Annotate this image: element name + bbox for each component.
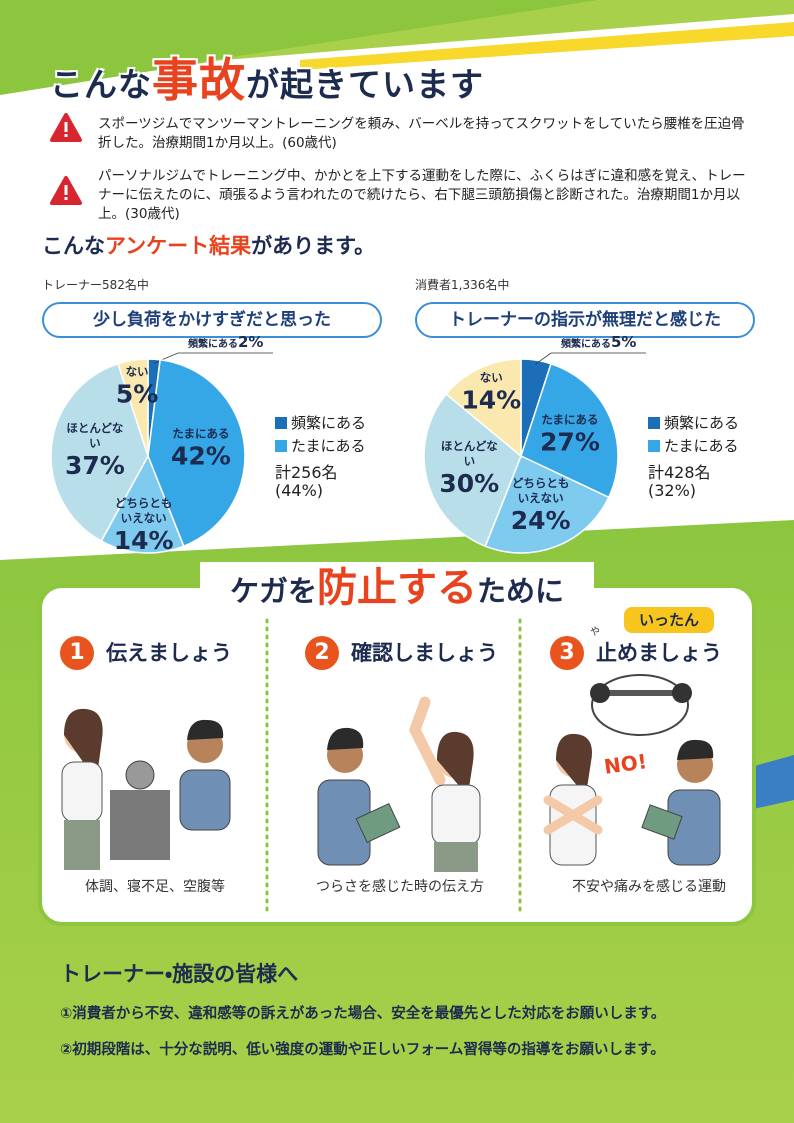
value-label: 24% <box>510 505 571 535</box>
step-heading: 確認しましょう <box>351 641 498 665</box>
pie-slice <box>520 362 619 499</box>
category-label: どちらともいえない <box>511 475 570 505</box>
chart-title: トレーナーの指示が無理だと感じた <box>415 302 755 338</box>
pie-label: たまにある 27% <box>539 412 601 457</box>
title-part: ために <box>477 574 565 608</box>
chart-total: 計428名 <box>648 463 711 482</box>
leader-line <box>535 352 646 365</box>
title-part: こんな <box>50 65 152 104</box>
category-label: どちらともいえない <box>114 495 173 525</box>
step-number: 2 <box>305 636 339 670</box>
legend-swatch <box>648 416 660 429</box>
value-label: 30% <box>439 469 500 499</box>
step-heading: 止めましょう <box>596 641 722 665</box>
chart-total-share: (44%) <box>275 481 324 500</box>
value-label: 37% <box>64 450 125 480</box>
pie-slice <box>100 454 185 554</box>
legend-label: 頻繁にある <box>291 414 367 432</box>
pie-label: 頻繁にある5% <box>561 333 636 351</box>
pie-label: どちらともいえない 24% <box>510 476 572 536</box>
illustration <box>61 674 721 872</box>
title-part: ケガを <box>229 574 317 608</box>
pie-label: たまにある 42% <box>170 427 232 472</box>
legend-swatch <box>275 439 287 452</box>
warning-icon <box>50 176 82 205</box>
pie-slice <box>484 454 610 554</box>
accident-text: スポーツジムでマンツーマントレーニングを頼み、バーベルを持ってスクワットをしてい… <box>98 116 745 151</box>
warning-icon <box>50 113 82 142</box>
pie-slice <box>117 358 149 457</box>
legend-label: たまにある <box>664 437 739 455</box>
legend-entry: 頻繁にある <box>648 412 739 433</box>
pie-slice <box>147 358 246 548</box>
pie-label: ほとんどない 37% <box>64 421 126 481</box>
category-label: ない <box>479 370 503 385</box>
pie-slice <box>423 393 522 548</box>
title-emphasis: 防止する <box>317 565 477 611</box>
value-label: 14% <box>113 525 174 555</box>
chart-total-share: (32%) <box>648 481 697 500</box>
accident-text: パーソナルジムでトレーニング中、かかとを上下する運動をした際に、ふくらはぎに違和… <box>98 168 746 222</box>
category-label: たまにある <box>541 412 599 427</box>
ruby: や <box>590 627 600 638</box>
chart-title: 少し負荷をかけすぎだと思った <box>42 302 382 338</box>
pie-label: ほとんどない 30% <box>438 439 500 499</box>
title-backdrop <box>200 562 594 602</box>
category-label: ほとんどない <box>66 420 124 450</box>
chart-subtitle: トレーナー582名中 <box>42 278 149 292</box>
legend-entry: たまにある <box>275 435 366 456</box>
legend-entry: たまにある <box>648 435 739 456</box>
step-caption: つらさを感じた時の伝え方 <box>316 879 484 895</box>
prevention-title: ケガを防止するために <box>0 555 794 613</box>
title-emphasis: 事故 <box>152 53 246 107</box>
legend-label: 頻繁にある <box>664 414 740 432</box>
notice-item: ②初期段階は、十分な説明、低い強度の運動や正しいフォーム習得等の指導をお願いしま… <box>60 1042 665 1058</box>
legend-swatch <box>275 416 287 429</box>
title-emphasis: アンケート結果 <box>105 234 252 258</box>
value-label: 14% <box>461 385 522 415</box>
pie-slice <box>445 358 522 458</box>
title-part: が起きています <box>246 65 484 104</box>
pie-label: 頻繁にある2% <box>188 333 263 351</box>
page-title: こんな事故が起きています <box>50 44 484 110</box>
step-heading: 伝えましょう <box>106 641 232 665</box>
category-label: ほとんどない <box>440 439 498 469</box>
category-label: ない <box>125 364 149 379</box>
value-label: 27% <box>540 427 600 457</box>
chart-total: 計256名 <box>275 463 338 482</box>
chart-subtitle: 消費者1,336名中 <box>415 278 510 292</box>
category-label: たまにある <box>172 426 230 441</box>
value-label: 5% <box>611 333 637 351</box>
category-label: 頻繁にある <box>561 339 611 350</box>
step-caption: 不安や痛みを感じる運動 <box>572 879 726 895</box>
legend-label: たまにある <box>291 437 366 455</box>
notice-title: トレーナー・施設の皆様へ <box>60 962 299 986</box>
category-label: 頻繁にある <box>188 339 238 350</box>
step-number: 3 <box>550 636 584 670</box>
pie-label: どちらともいえない 14% <box>113 496 175 556</box>
step-caption: 体調、寝不足、空腹等 <box>85 879 225 895</box>
pie-slice <box>50 362 149 543</box>
value-label: 2% <box>238 333 264 351</box>
pie-label: ない 14% <box>460 370 522 415</box>
survey-title: こんなアンケート結果があります。 <box>42 230 375 260</box>
top-stripe <box>300 22 794 70</box>
legend-swatch <box>648 439 660 452</box>
value-label: 42% <box>171 441 231 471</box>
title-part: があります。 <box>251 234 376 258</box>
notice-item: ①消費者から不安、違和感等の訴えがあった場合、安全を最優先とした対応をお願いしま… <box>60 1006 666 1022</box>
legend-entry: 頻繁にある <box>275 412 366 433</box>
value-label: 5% <box>115 379 159 409</box>
step-badge: いったん <box>624 607 714 633</box>
title-part: こんな <box>42 234 105 258</box>
top-band <box>200 0 794 62</box>
pie-label: ない 5% <box>106 365 168 410</box>
step-number: 1 <box>60 636 94 670</box>
